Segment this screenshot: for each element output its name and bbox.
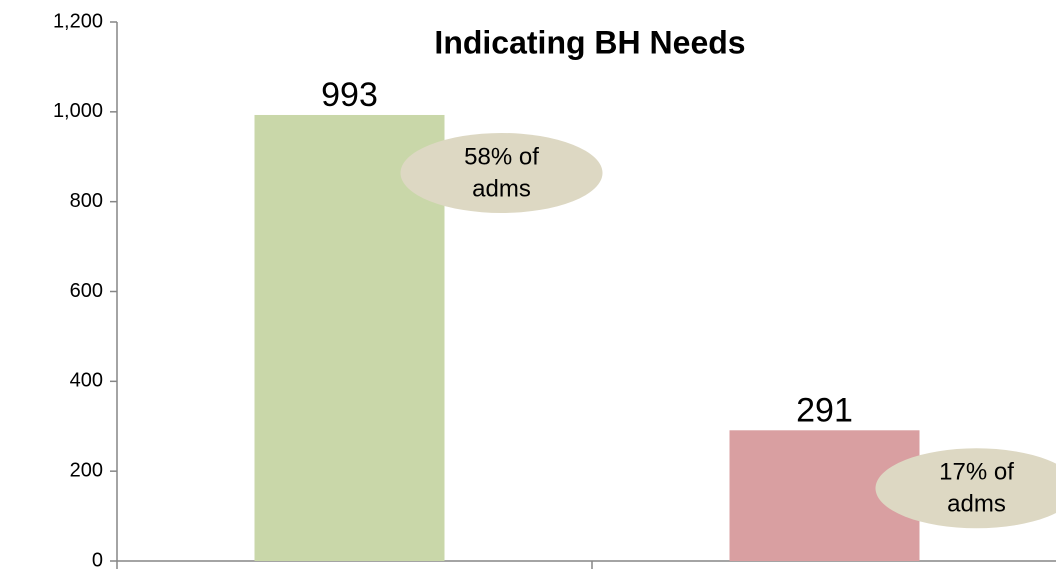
y-tick-label: 0 — [92, 549, 103, 571]
data-label: 993 — [321, 76, 378, 114]
y-tick-label: 400 — [70, 370, 103, 392]
annotation: adms — [947, 491, 1006, 518]
y-tick-label: 800 — [70, 190, 103, 212]
annotation-bubble — [875, 448, 1056, 529]
data-label: 291 — [796, 391, 853, 429]
annotation: 17% of — [939, 459, 1014, 486]
annotation: 58% of — [464, 143, 539, 170]
y-tick-label: 600 — [70, 280, 103, 302]
y-tick-label: 200 — [70, 459, 103, 481]
y-tick-label: 1,200 — [53, 10, 103, 32]
y-tick-label: 1,000 — [53, 100, 103, 122]
annotation: adms — [472, 175, 531, 202]
annotation-bubble — [400, 132, 603, 213]
chart-title: Indicating BH Needs — [434, 24, 745, 60]
